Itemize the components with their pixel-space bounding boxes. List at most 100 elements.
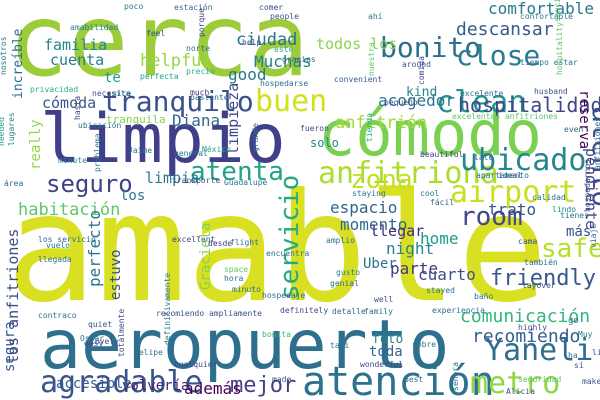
cloud-word: seguridad — [518, 375, 562, 384]
cloud-word: close — [456, 39, 540, 72]
cloud-word: amplio — [326, 236, 355, 245]
cloud-word: hora — [224, 274, 243, 283]
cloud-word: bonita — [262, 330, 291, 339]
cloud-word: excelente — [460, 89, 504, 98]
cloud-word: cuenta — [50, 51, 104, 69]
cloud-word: ahí — [368, 12, 383, 21]
cloud-word: minute — [58, 156, 87, 165]
cloud-word: más — [566, 224, 591, 240]
cloud-word: pendiente — [582, 148, 600, 229]
cloud-word: contraco — [38, 311, 77, 320]
cloud-word: habitación — [18, 200, 120, 220]
cloud-word: staying — [352, 189, 386, 198]
cloud-word: norte — [186, 44, 210, 53]
cloud-word: excelentes anfitriones — [452, 112, 558, 121]
cloud-word: cómodo — [318, 97, 542, 170]
cloud-word: grande — [251, 123, 260, 152]
cloud-word: Diana — [172, 111, 220, 130]
cloud-word: mejor — [230, 373, 296, 398]
cloud-word: hospedarse — [260, 79, 308, 88]
cloud-word: Jaime — [128, 146, 152, 155]
cloud-word: ciudad — [236, 30, 297, 50]
cloud-word: solo — [310, 136, 339, 150]
cloud-word: cerca — [8, 0, 309, 99]
cloud-word: llegada — [38, 255, 72, 264]
cloud-word: momento — [340, 215, 407, 234]
cloud-word: atención — [302, 359, 495, 400]
cloud-word: los anfitriones — [4, 229, 22, 364]
cloud-word: señora — [451, 362, 460, 391]
cloud-word: make — [582, 377, 600, 386]
cloud-word: limpieza — [224, 83, 242, 155]
cloud-word: accesible — [56, 376, 132, 392]
cloud-word: este — [274, 45, 293, 54]
cloud-word: layover — [522, 281, 556, 290]
cloud-word: Muy — [578, 330, 593, 339]
cloud-word: baño — [474, 292, 493, 301]
cloud-word: pequeño — [384, 98, 418, 107]
cloud-word: comer — [259, 3, 283, 12]
cloud-word: excellent — [172, 235, 216, 244]
cloud-word: servicio — [275, 175, 305, 300]
cloud-word: recomiendo — [472, 326, 580, 347]
cloud-word: best — [404, 375, 423, 384]
cloud-word: anfitrión — [335, 113, 427, 133]
cloud-word: flight — [230, 238, 259, 247]
cloud-word: anfitriones — [593, 117, 600, 170]
cloud-word: even — [564, 125, 583, 134]
cloud-word: cool — [420, 189, 439, 198]
cloud-word: los servicio — [38, 235, 96, 244]
cloud-word: nuestra — [367, 42, 376, 76]
cloud-word: definitely — [280, 306, 328, 315]
cloud-word: acogedor — [378, 91, 455, 110]
cloud-word: te — [104, 70, 121, 86]
cloud-word: Felipe — [134, 348, 163, 357]
cloud-word: gracias — [282, 55, 316, 64]
cloud-word: feel — [146, 29, 165, 38]
cloud-word: sí — [574, 361, 584, 370]
cloud-word: home — [420, 229, 459, 248]
cloud-word: tiempo estar — [520, 58, 578, 67]
cloud-word: late — [474, 153, 493, 162]
cloud-word: increíble — [11, 28, 26, 99]
cloud-word: much — [190, 88, 209, 97]
cloud-word: espacio — [330, 198, 397, 217]
cloud-word: anfitriona — [318, 156, 499, 191]
cloud-word: totalmente — [117, 309, 126, 357]
cloud-word: husband — [534, 87, 568, 96]
cloud-word: precio — [186, 67, 215, 76]
cloud-word: bonito — [380, 31, 481, 64]
cloud-word: perfecta — [140, 72, 179, 81]
cloud-word: bastante — [190, 93, 229, 102]
cloud-word: metro — [470, 366, 560, 400]
cloud-word: kind — [406, 85, 437, 100]
cloud-word: Graciela — [198, 223, 214, 290]
cloud-word: experiencia — [432, 306, 485, 315]
cloud-word: amable — [6, 162, 548, 336]
cloud-word: family — [364, 307, 393, 316]
cloud-word: Yaneli — [485, 333, 593, 368]
cloud-word: hospedaje — [262, 291, 306, 300]
cloud-word: convenient — [334, 75, 382, 84]
cloud-word: aeropuerto — [40, 306, 449, 385]
cloud-word: llegar — [370, 222, 424, 240]
cloud-word: airport — [450, 175, 576, 210]
cloud-word: área — [4, 179, 23, 188]
cloud-word: people — [270, 12, 299, 21]
cloud-word: tranquilo — [102, 85, 254, 118]
cloud-word: también — [524, 257, 558, 267]
cloud-word: porque — [197, 8, 206, 37]
cloud-word: estuvo — [108, 249, 124, 300]
cloud-word: perfecto — [85, 210, 104, 287]
cloud-word: necesita — [92, 89, 131, 98]
cloud-word: confortable — [520, 12, 573, 21]
cloud-word: ubicado — [460, 143, 586, 178]
cloud-word: good — [228, 65, 267, 84]
cloud-word: taxi — [330, 341, 349, 350]
cloud-word: limpios — [592, 348, 600, 357]
cloud-word: space — [224, 265, 248, 274]
cloud-word: cama — [518, 237, 537, 246]
cloud-word: México — [202, 144, 231, 154]
cloud-word: Muchas — [254, 52, 312, 71]
cloud-word: vuelo — [46, 241, 70, 250]
